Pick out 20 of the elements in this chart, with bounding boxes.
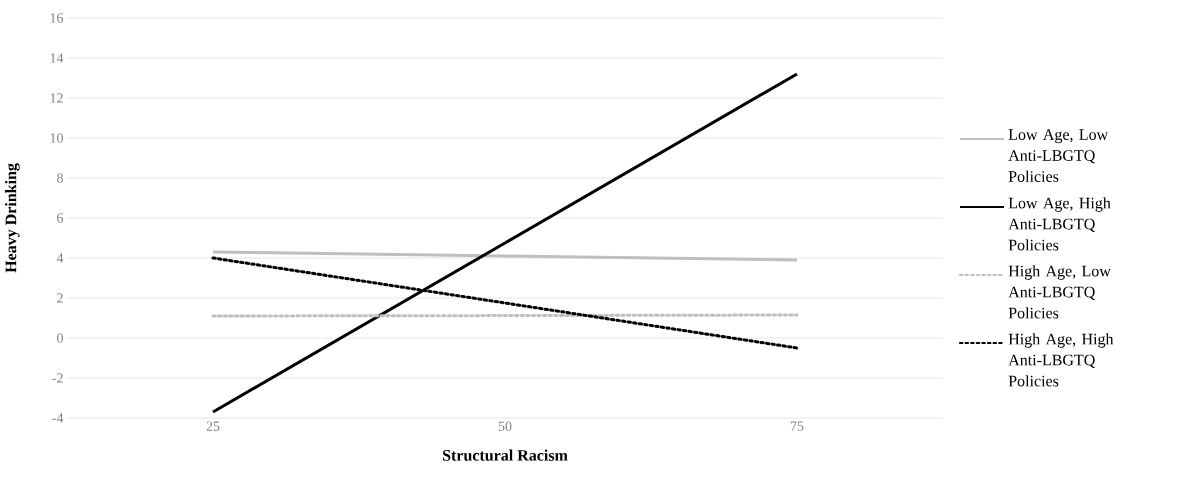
y-tick-label: 10: [50, 133, 63, 143]
x-tick-label: 50: [498, 421, 512, 431]
y-axis-title: Heavy Drinking: [5, 163, 20, 273]
legend-label: Low Age, High Anti-LBGTQ Policies: [1008, 197, 1111, 251]
y-tick-label: 8: [57, 173, 63, 183]
legend-label: Low Age, Low Anti-LBGTQ Policies: [1008, 129, 1109, 182]
y-tick-label: 16: [50, 13, 64, 23]
y-tick-label: 4: [56, 253, 64, 263]
y-tick-label: -2: [52, 373, 63, 383]
y-tick-label: 12: [50, 93, 63, 103]
y-tick-label: 6: [57, 213, 64, 223]
y-tick-label: 2: [57, 293, 63, 303]
x-axis-title: Structural Racism: [442, 449, 568, 461]
y-tick-label: -4: [52, 413, 64, 423]
x-tick-label: 75: [790, 421, 804, 431]
legend-label: High Age, Low Anti-LBGTQ Policies: [1008, 265, 1111, 319]
x-tick-label: 25: [206, 421, 220, 431]
legend-label: High Age, High Anti-LBGTQ Policies: [1008, 333, 1114, 387]
y-tick-label: 0: [57, 333, 63, 343]
y-tick-label: 14: [50, 53, 64, 63]
